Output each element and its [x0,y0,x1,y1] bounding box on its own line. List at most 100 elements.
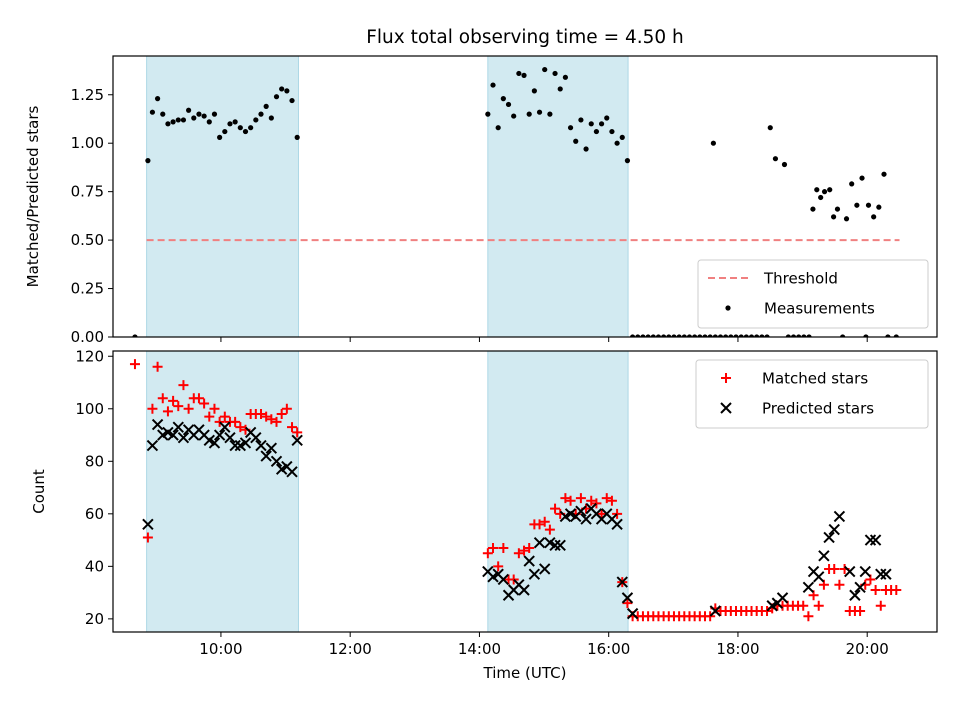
predicted-star-marker [224,431,236,444]
predicted-star-marker [146,439,159,452]
measurement-point [810,206,816,212]
measurement-point [284,88,290,94]
measurement-point [785,334,791,337]
matched-star-marker [591,498,602,509]
measurement-point [583,146,589,152]
matched-star-marker [162,406,173,417]
matched-star-marker [891,584,902,595]
y-tick-label: 120 [75,347,104,365]
matched-star-marker [129,359,140,370]
matched-star-marker [168,395,179,406]
measurement-point [830,214,837,220]
predicted-star-marker [813,571,825,583]
predicted-star-marker [270,455,283,468]
predicted-star-marker [523,555,535,567]
matched-star-marker [209,403,220,414]
plot-frame [112,350,938,633]
matched-star-marker [493,561,504,572]
predicted-star-marker [854,581,866,594]
y-tick-label: 80 [85,452,104,470]
matched-star-marker [524,542,535,553]
predicted-star-marker [818,550,830,562]
predicted-star-marker [208,437,221,449]
predicted-star-marker [833,510,846,523]
measurement-point [666,334,672,337]
matched-star-marker [230,416,241,427]
legend-label: Predicted stars [762,400,874,418]
predicted-star-marker [626,607,639,620]
matched-star-marker [560,493,571,504]
predicted-star-marker [528,568,541,580]
matched-star-marker [829,563,840,574]
predicted-star-marker [518,584,530,596]
matched-star-marker [482,548,493,559]
y-tick-label: 0.75 [71,183,104,201]
x-tick-label: 16:00 [587,640,630,658]
measurement-point [186,107,192,113]
measurement-point [149,109,156,115]
y-axis-label: Matched/Predicted stars [24,106,42,288]
predicted-star-marker [776,592,789,604]
predicted-star-marker [580,513,592,525]
matched-star-marker [235,422,246,433]
measurement-point [191,115,197,121]
measurement-point [733,334,739,337]
predicted-star-marker [151,418,164,431]
measurement-point [511,113,517,119]
measurement-point [619,134,625,140]
y-tick-label: 100 [75,400,104,418]
measurement-point [145,158,151,164]
measurement-point [767,125,773,131]
predicted-star-marker [875,568,887,580]
matched-star-marker [204,411,215,422]
matched-star-marker [875,600,886,611]
y-tick-label: 20 [85,610,104,628]
measurement-point [754,334,760,337]
predicted-star-marker [219,421,231,433]
observing-interval-band [146,55,299,338]
matched-star-marker [565,495,576,506]
measurement-point [273,94,280,100]
measurement-point [702,334,708,337]
x-tick-label: 12:00 [329,640,372,658]
matched-star-marker [193,393,204,404]
predicted-star-marker [859,565,871,578]
measurement-point [258,111,264,117]
matched-star-marker [622,598,633,609]
predicted-star-marker [497,573,510,586]
matched-star-marker [534,519,545,530]
matched-star-marker [513,548,524,559]
measurement-point [790,334,797,337]
matched-star-marker [798,600,809,611]
predicted-star-marker [549,539,561,552]
measurement-point [201,113,207,119]
predicted-star-marker [802,581,815,594]
matched-star-marker [488,542,499,553]
measurement-point [743,334,749,337]
measurement-point [728,334,734,337]
x-tick-label: 18:00 [716,640,759,658]
measurement-point [573,138,579,144]
matched-star-marker [214,416,225,427]
measurement-point [567,125,574,131]
measurement-point [232,119,238,125]
measurement-point [843,216,850,222]
measurement-point [806,334,812,337]
plot-frame [112,55,938,338]
measurement-point [723,334,729,337]
measurement-point [526,111,532,117]
y-tick-label: 0.50 [71,231,104,249]
legend-label: Measurements [764,300,875,318]
predicted-star-marker [167,429,179,441]
measurement-point [495,125,501,131]
measurement-point [598,121,605,127]
matched-star-marker [287,422,298,433]
legend-frame [695,359,929,429]
measurement-point [814,187,820,193]
matched-star-marker [152,361,163,372]
measurement-point [676,334,682,337]
matched-star-marker [142,532,153,543]
matched-star-marker [813,600,824,611]
matched-star-marker [834,579,845,590]
y-tick-label: 0.00 [71,328,104,346]
